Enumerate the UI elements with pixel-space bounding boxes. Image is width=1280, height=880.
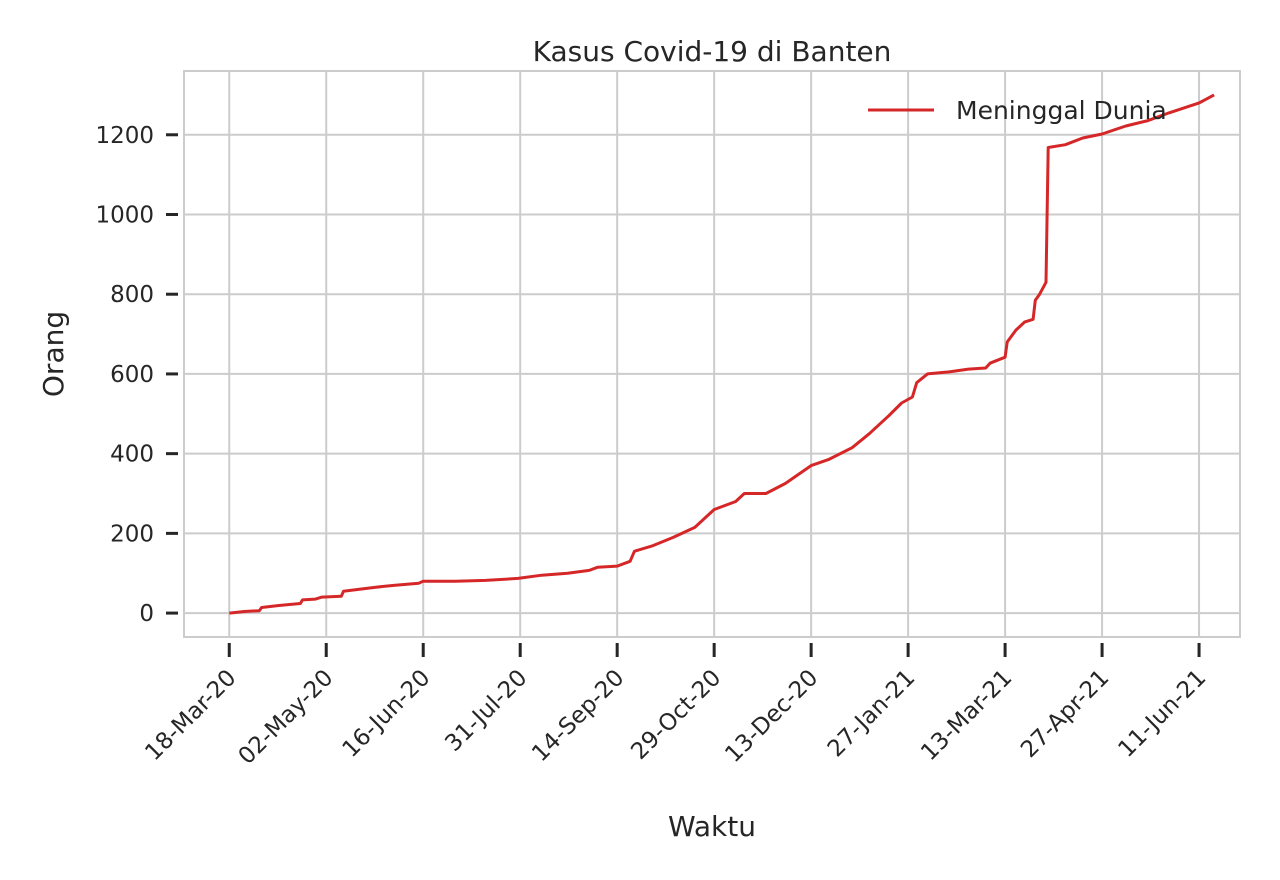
y-tick-label: 600 — [110, 362, 154, 388]
y-tick-label: 0 — [139, 601, 154, 627]
y-tick-label: 1200 — [95, 123, 154, 149]
x-tick-label: 27-Jan-21 — [823, 665, 920, 762]
x-tick-label: 29-Oct-20 — [626, 665, 726, 765]
x-tick-label: 27-Apr-21 — [1016, 665, 1114, 763]
x-tick-label: 16-Jun-20 — [338, 665, 436, 763]
y-axis-label: Orang — [37, 311, 70, 397]
legend-label: Meninggal Dunia — [956, 96, 1167, 125]
x-axis-label: Waktu — [668, 810, 756, 843]
chart-title: Kasus Covid-19 di Banten — [533, 35, 892, 68]
legend: Meninggal Dunia — [868, 96, 1167, 125]
x-tick-label: 31-Jul-20 — [440, 665, 532, 757]
x-tick-label: 18-Mar-20 — [140, 665, 241, 766]
series-layer — [229, 93, 1215, 615]
x-tick-label: 02-May-20 — [234, 665, 339, 770]
y-tick-label: 200 — [110, 521, 154, 547]
y-tick-label: 800 — [110, 282, 154, 308]
x-tick-label: 13-Dec-20 — [720, 665, 823, 768]
x-tick-label: 14-Sep-20 — [527, 665, 629, 767]
x-tick-label: 11-Jun-21 — [1113, 665, 1211, 763]
y-tick-label: 400 — [110, 442, 154, 468]
plot-frame — [183, 70, 1241, 638]
grid-lines — [184, 71, 1240, 637]
y-tick-label: 1000 — [95, 202, 154, 228]
x-tick-label: 13-Mar-21 — [916, 665, 1017, 766]
series-line — [229, 93, 1215, 615]
